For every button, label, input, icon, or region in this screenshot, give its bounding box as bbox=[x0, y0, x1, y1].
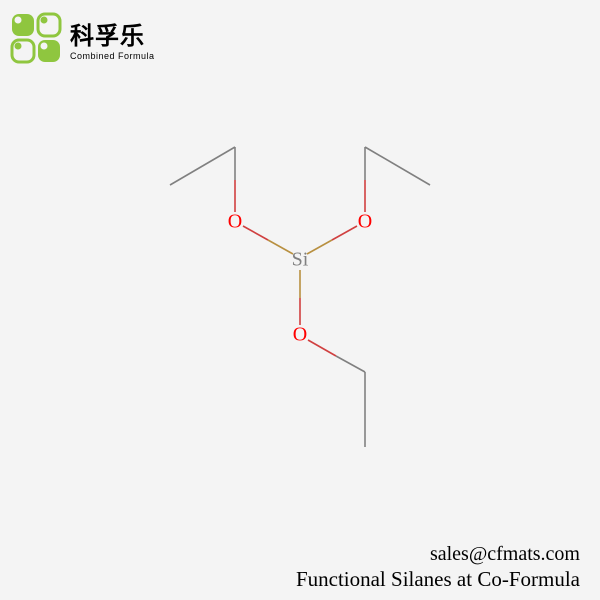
contact-email: sales@cfmats.com bbox=[430, 543, 580, 566]
atom-label-o3: O bbox=[293, 324, 307, 347]
atom-label-si: Si bbox=[292, 249, 309, 272]
atom-label-o1: O bbox=[228, 211, 242, 234]
chemical-structure bbox=[0, 0, 600, 600]
footer-tagline: Functional Silanes at Co-Formula bbox=[296, 567, 580, 592]
atom-label-o2: O bbox=[358, 211, 372, 234]
